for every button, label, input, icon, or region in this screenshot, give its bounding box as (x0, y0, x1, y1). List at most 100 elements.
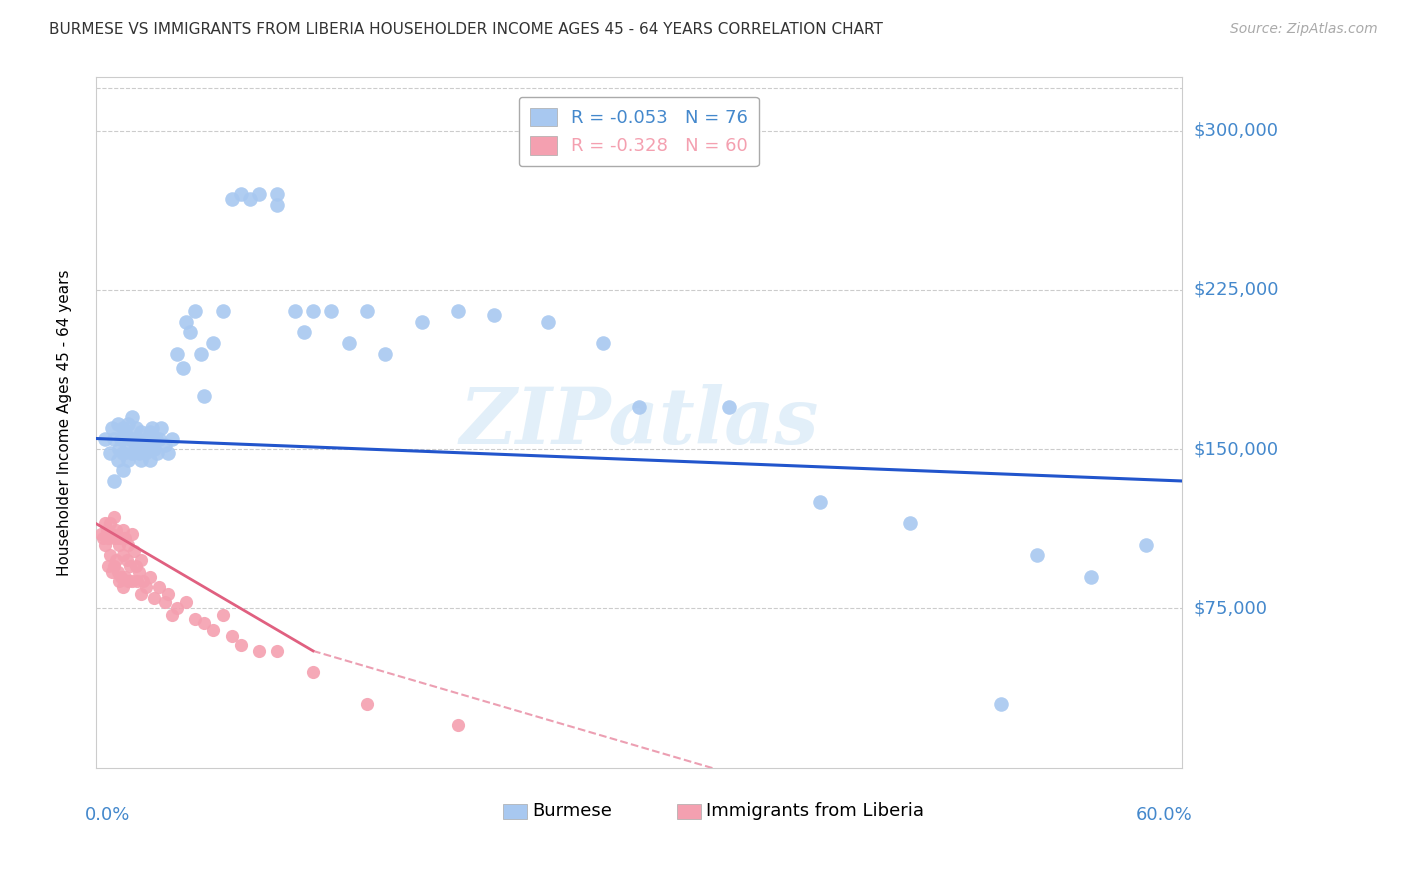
Text: 0.0%: 0.0% (84, 805, 131, 823)
Point (302, 304, 325, 318)
Point (114, 425, 136, 439)
Point (135, 580, 157, 594)
Point (142, 442, 165, 456)
Point (592, 335, 614, 350)
Point (90, 527, 112, 541)
Point (139, 425, 162, 439)
Point (284, 304, 307, 318)
Legend: R = -0.053   N = 76, R = -0.328   N = 60: R = -0.053 N = 76, R = -0.328 N = 60 (519, 97, 759, 166)
FancyBboxPatch shape (676, 805, 700, 820)
Point (122, 432, 145, 446)
Point (120, 432, 142, 446)
Point (1026, 549, 1049, 563)
Point (98, 446, 121, 460)
Point (103, 510, 125, 524)
Point (107, 452, 129, 467)
Point (148, 432, 170, 446)
Point (115, 438, 138, 452)
Text: $300,000: $300,000 (1194, 121, 1278, 139)
Point (124, 421, 146, 435)
Point (153, 595, 176, 609)
Point (157, 446, 180, 460)
Point (135, 432, 157, 446)
Point (101, 421, 124, 435)
Point (411, 315, 433, 329)
Text: Burmese: Burmese (533, 802, 612, 820)
Point (153, 438, 176, 452)
Point (374, 346, 396, 360)
Point (160, 432, 183, 446)
Point (94, 516, 117, 531)
Point (114, 569, 136, 583)
Point (104, 523, 127, 537)
Point (120, 558, 142, 573)
Point (139, 452, 162, 467)
Point (108, 538, 131, 552)
Point (111, 523, 134, 537)
Point (211, 607, 233, 622)
Point (101, 527, 124, 541)
Point (134, 446, 156, 460)
Point (266, 198, 288, 212)
Point (142, 591, 165, 605)
Point (110, 569, 132, 583)
FancyBboxPatch shape (503, 805, 527, 820)
Point (184, 304, 207, 318)
Point (184, 612, 207, 626)
Point (221, 629, 243, 643)
Point (111, 549, 134, 563)
Point (145, 432, 167, 446)
Point (229, 638, 252, 652)
Point (266, 187, 288, 202)
Point (292, 326, 315, 340)
Point (356, 697, 378, 711)
Point (121, 574, 143, 588)
Point (176, 595, 198, 609)
Point (114, 532, 136, 546)
Point (141, 421, 163, 435)
Point (1080, 569, 1102, 583)
Point (193, 389, 215, 403)
Point (98, 516, 121, 531)
Point (148, 580, 170, 594)
Point (103, 474, 125, 488)
Point (146, 446, 169, 460)
Point (718, 400, 741, 414)
Y-axis label: Householder Income Ages 45 - 64 years: Householder Income Ages 45 - 64 years (58, 269, 72, 576)
Text: 60.0%: 60.0% (1136, 805, 1192, 823)
Point (247, 644, 270, 658)
Point (139, 569, 162, 583)
Point (91, 532, 114, 546)
Point (117, 538, 139, 552)
Point (337, 335, 360, 350)
Point (247, 187, 270, 202)
Point (149, 421, 172, 435)
Point (176, 315, 198, 329)
Text: $75,000: $75,000 (1194, 599, 1267, 617)
Point (193, 616, 215, 631)
Point (110, 432, 132, 446)
Point (128, 446, 150, 460)
Point (121, 527, 143, 541)
Point (627, 400, 650, 414)
Point (356, 304, 378, 318)
Point (108, 442, 131, 456)
Point (990, 697, 1012, 711)
Point (107, 532, 129, 546)
Point (211, 304, 233, 318)
Point (129, 552, 152, 566)
Point (121, 410, 143, 425)
Point (190, 346, 212, 360)
Point (117, 452, 139, 467)
Point (103, 532, 125, 546)
Point (132, 574, 155, 588)
Point (111, 421, 134, 435)
Point (128, 566, 150, 580)
Point (302, 665, 325, 680)
Point (104, 552, 127, 566)
Text: ZIPatlas: ZIPatlas (460, 384, 818, 461)
Point (166, 601, 188, 615)
Point (124, 442, 146, 456)
Point (202, 335, 225, 350)
Point (97, 558, 120, 573)
